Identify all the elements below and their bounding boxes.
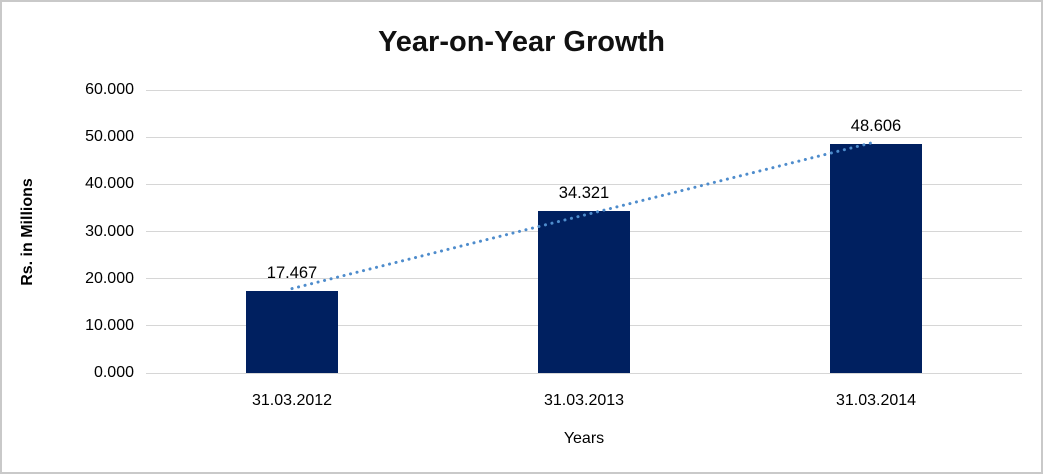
- bar-value-label: 34.321: [558, 184, 610, 203]
- x-tick-label: 31.03.2013: [543, 392, 625, 409]
- y-tick-label: 10.000: [85, 316, 134, 334]
- y-tick-label: 20.000: [85, 269, 134, 287]
- chart-title: Year-on-Year Growth: [378, 26, 665, 58]
- gridline: [146, 372, 1022, 374]
- bar: [830, 143, 922, 373]
- y-tick-label: 60.000: [85, 81, 134, 98]
- bar: [538, 211, 630, 373]
- gridline: [146, 89, 1022, 91]
- bar-value-label: 17.467: [266, 263, 318, 282]
- x-tick-label: 31.03.2014: [835, 392, 917, 409]
- bar: [246, 290, 338, 373]
- x-axis-title: Years: [563, 430, 605, 447]
- y-tick-label: 30.000: [85, 222, 134, 240]
- y-tick-label: 40.000: [85, 175, 134, 193]
- gridline: [146, 136, 1022, 138]
- y-tick-label: 50.000: [85, 128, 134, 146]
- x-tick-label: 31.03.2012: [251, 392, 333, 409]
- y-tick-label: 0.000: [93, 364, 134, 381]
- bar-value-label: 48.606: [850, 116, 902, 135]
